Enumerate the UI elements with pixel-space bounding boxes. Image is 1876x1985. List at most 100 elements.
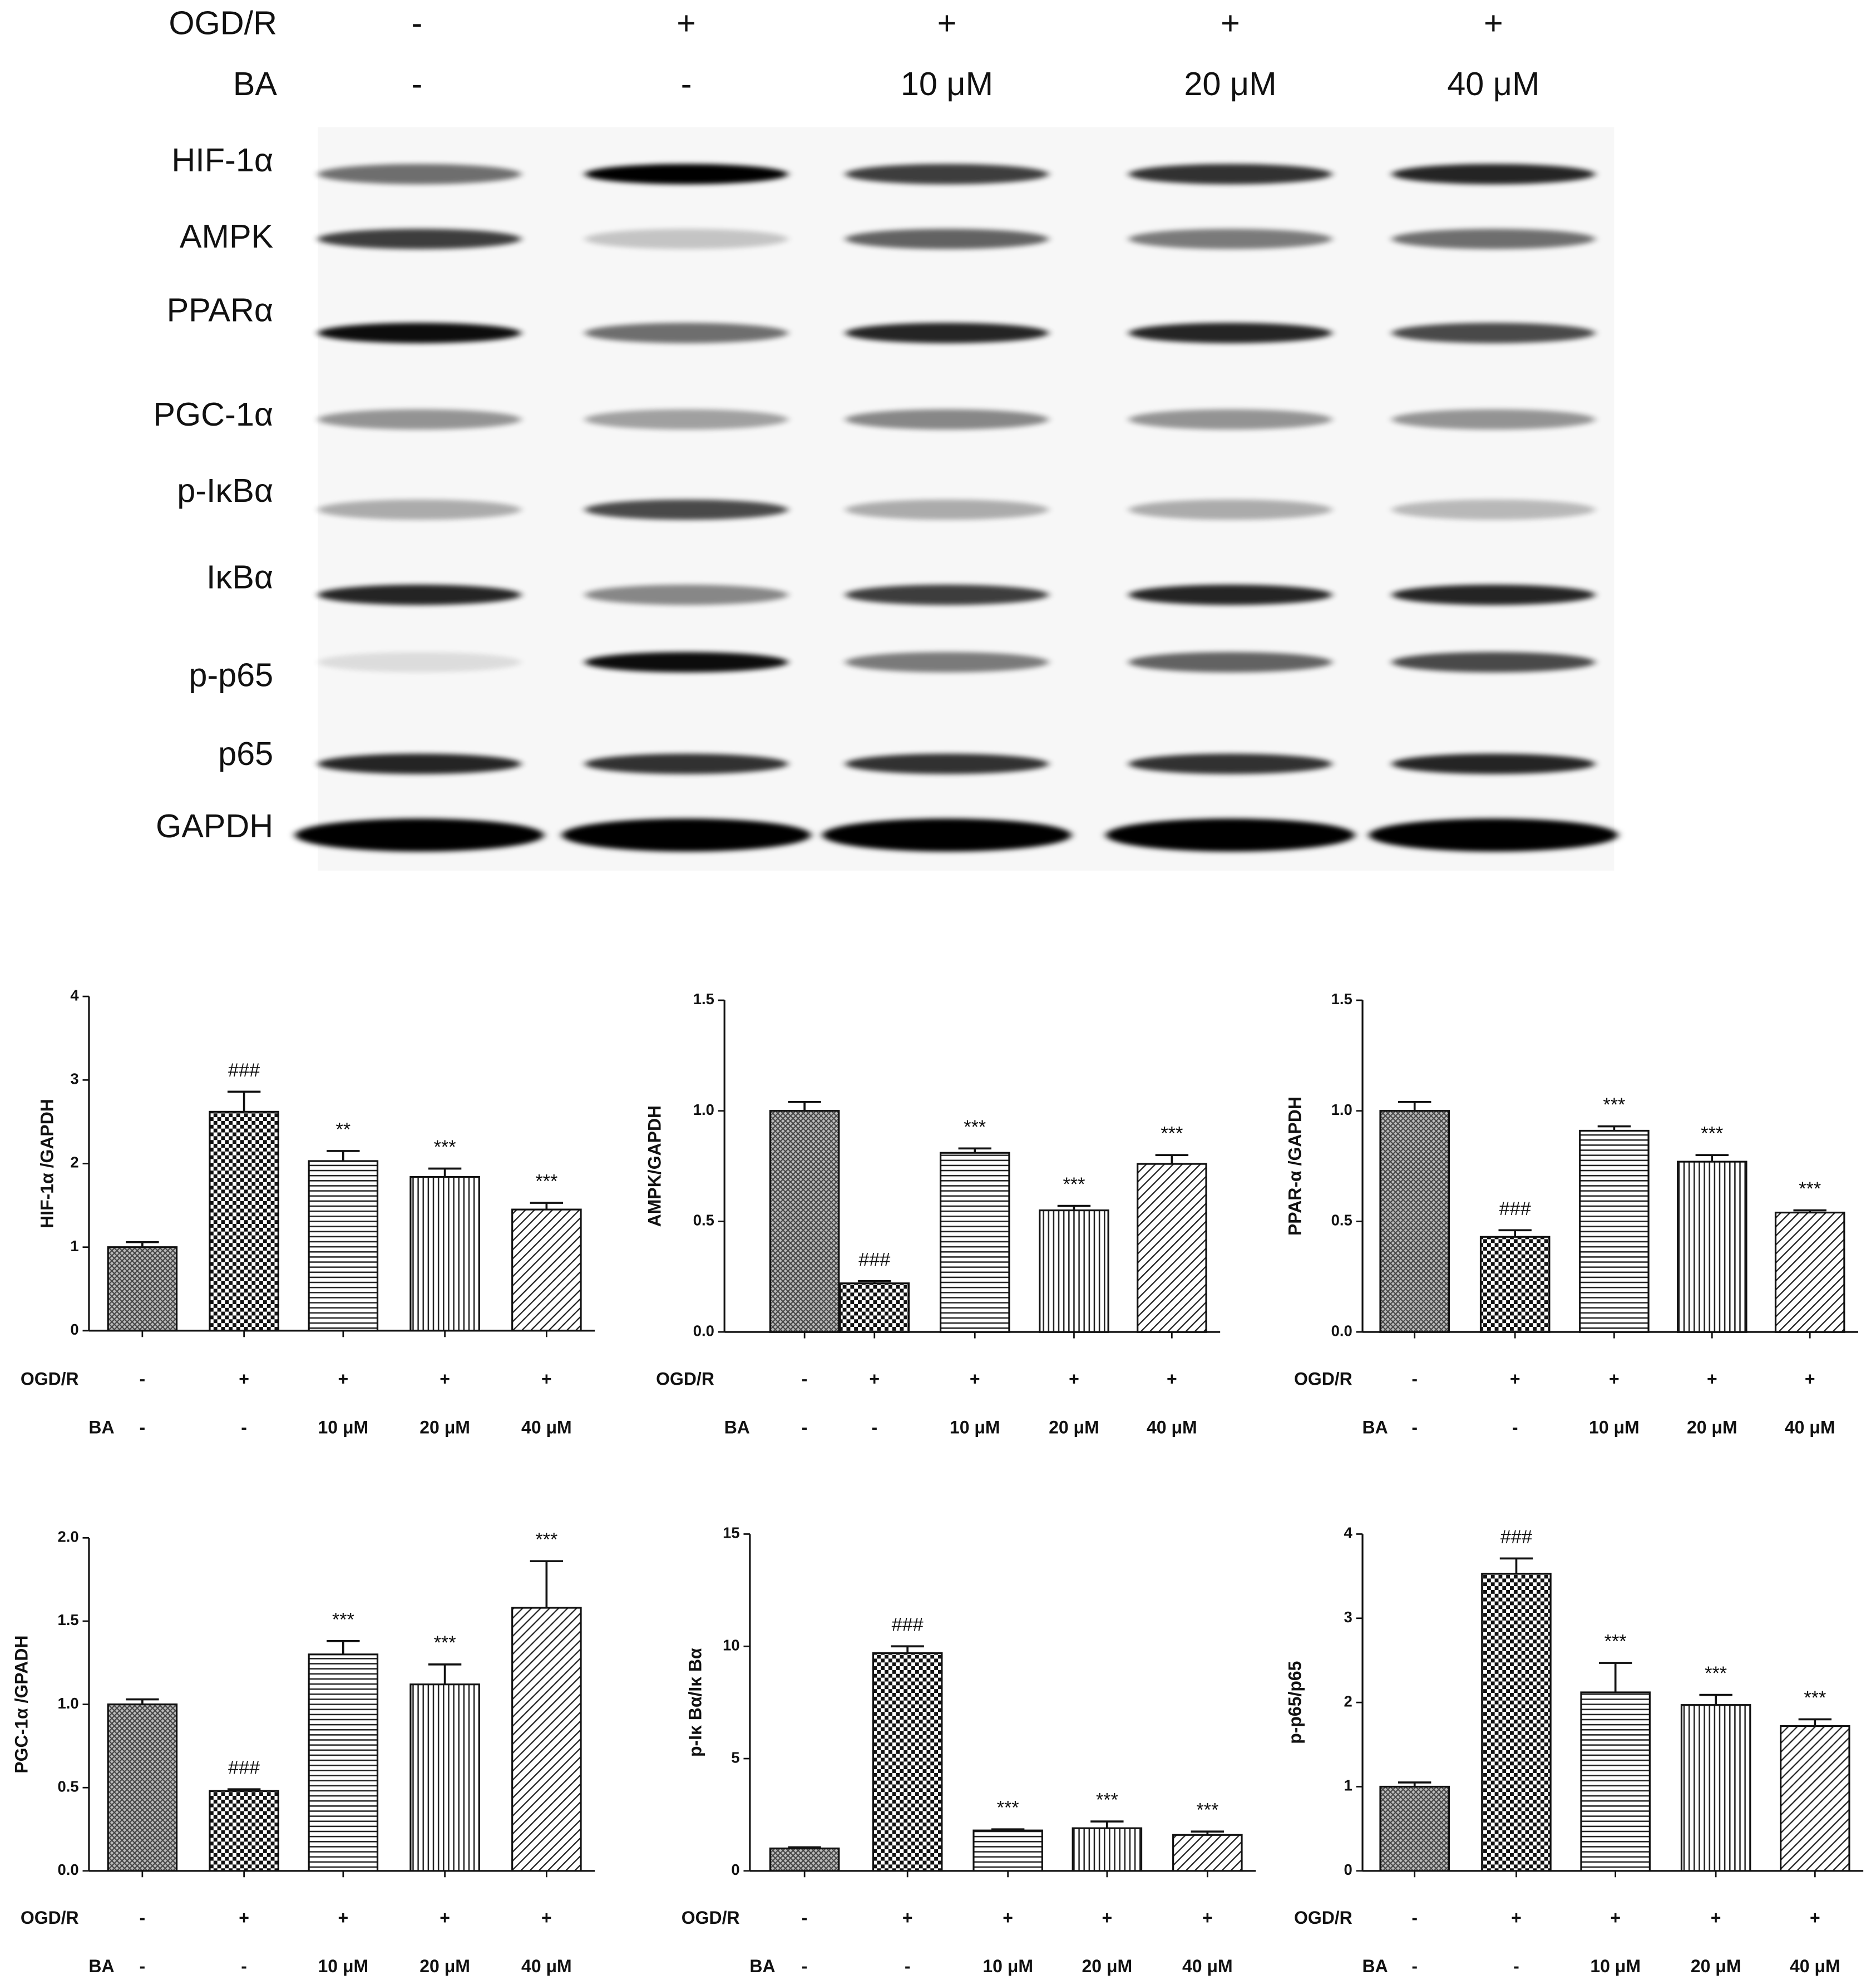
bar (769, 1847, 840, 1872)
condition-value: 20 μM (1184, 65, 1276, 102)
blot-band (584, 164, 788, 185)
bar (107, 1246, 178, 1332)
treatment-name: BA (1362, 1417, 1388, 1437)
blot-band (584, 584, 788, 605)
significance-label: *** (434, 1137, 456, 1158)
y-tick-label: 3 (70, 1070, 78, 1088)
error-bar (126, 1241, 159, 1247)
significance-label: *** (1096, 1790, 1118, 1811)
significance-label: *** (1605, 1631, 1627, 1652)
error-bar (958, 1147, 991, 1153)
condition-value: - (411, 65, 422, 102)
treatment-value: 20 μM (419, 1956, 470, 1976)
treatment-name: OGD/R (656, 1369, 714, 1389)
y-tick-label: 2 (1344, 1692, 1352, 1710)
treatment-value: + (440, 1369, 450, 1389)
blot-band (318, 409, 521, 430)
error-bar (1598, 1662, 1632, 1692)
band-label: IκBα (206, 558, 273, 595)
treatment-value: + (338, 1908, 348, 1928)
blot-band (1128, 499, 1332, 520)
treatment-name: BA (88, 1956, 114, 1976)
blot-band (584, 651, 788, 673)
y-axis-label: AMPK/GAPDH (644, 1105, 664, 1227)
y-tick-label: 1 (70, 1237, 78, 1255)
treatment-value: - (1513, 1956, 1519, 1976)
treatment-value: 10 μM (950, 1417, 1000, 1437)
treatment-value: + (541, 1908, 552, 1928)
condition-value: + (937, 4, 957, 41)
significance-label: *** (535, 1529, 557, 1551)
treatment-value: - (905, 1956, 911, 1976)
y-tick-label: 0.5 (1331, 1212, 1352, 1229)
treatment-value: + (1003, 1908, 1013, 1928)
band-label: HIF-1α (171, 141, 273, 179)
bar (308, 1160, 379, 1332)
blot-band (1128, 753, 1332, 774)
blot-band (1391, 584, 1596, 605)
blot-band (845, 409, 1049, 430)
blot-band (845, 164, 1049, 185)
error-bar (1398, 1100, 1431, 1111)
bar (872, 1652, 943, 1872)
treatment-value: 40 μM (521, 1956, 572, 1976)
treatment-value: + (1810, 1908, 1820, 1928)
blot-band (845, 499, 1049, 520)
significance-label: *** (434, 1632, 456, 1653)
treatment-value: - (802, 1369, 808, 1389)
y-tick-label: 3 (1344, 1608, 1352, 1626)
significance-label: *** (1603, 1094, 1625, 1115)
y-axis-label: HIF-1α /GAPDH (37, 1099, 57, 1228)
treatment-value: + (970, 1369, 980, 1389)
treatment-value: + (1202, 1908, 1213, 1928)
treatment-name: OGD/R (682, 1908, 740, 1928)
treatment-value: - (871, 1417, 877, 1437)
treatment-name: OGD/R (1294, 1908, 1352, 1928)
significance-label: ### (228, 1757, 260, 1779)
blot-band (1391, 164, 1596, 185)
y-tick-label: 4 (70, 986, 79, 1004)
blot-band (845, 323, 1049, 343)
treatment-value: - (140, 1956, 146, 1976)
error-bar (1057, 1204, 1091, 1211)
error-bar (227, 1788, 261, 1791)
treatment-value: - (1411, 1369, 1418, 1389)
y-tick-label: 4 (1344, 1524, 1353, 1542)
y-axis-label: p-p65/p65 (1285, 1661, 1305, 1744)
y-tick-label: 15 (723, 1524, 739, 1542)
treatment-value: 40 μM (1785, 1417, 1835, 1437)
treatment-value: 10 μM (318, 1956, 369, 1976)
bar (308, 1653, 379, 1872)
blot-band (318, 323, 521, 343)
error-bar (788, 1100, 821, 1111)
blot-band (1105, 818, 1355, 852)
bar (1379, 1785, 1450, 1872)
treatment-value: - (802, 1417, 808, 1437)
significance-label: ### (1500, 1527, 1532, 1548)
blot-band (1128, 409, 1332, 430)
treatment-value: + (1609, 1369, 1620, 1389)
treatment-value: - (1411, 1908, 1418, 1928)
treatment-value: 20 μM (1691, 1956, 1741, 1976)
y-tick-label: 1.5 (1331, 990, 1352, 1008)
bar (409, 1176, 480, 1332)
blot-band (1391, 753, 1596, 774)
y-tick-label: 1.0 (1331, 1101, 1352, 1118)
treatment-value: 40 μM (1147, 1417, 1197, 1437)
treatment-value: 20 μM (1687, 1417, 1737, 1437)
y-tick-label: 0.5 (58, 1777, 79, 1795)
y-tick-label: 2 (70, 1154, 78, 1171)
bar (839, 1282, 910, 1333)
blot-band (584, 499, 788, 520)
significance-label: *** (1705, 1663, 1727, 1684)
error-bar (227, 1090, 261, 1112)
treatment-value: + (1805, 1369, 1815, 1389)
bar (1072, 1827, 1143, 1872)
treatment-value: 40 μM (1182, 1956, 1233, 1976)
bar (107, 1703, 178, 1872)
band-label: AMPK (180, 218, 273, 255)
blot-band (1128, 229, 1332, 249)
treatment-value: - (802, 1956, 808, 1976)
y-axis-label: PPAR-α /GAPDH (1285, 1097, 1305, 1236)
